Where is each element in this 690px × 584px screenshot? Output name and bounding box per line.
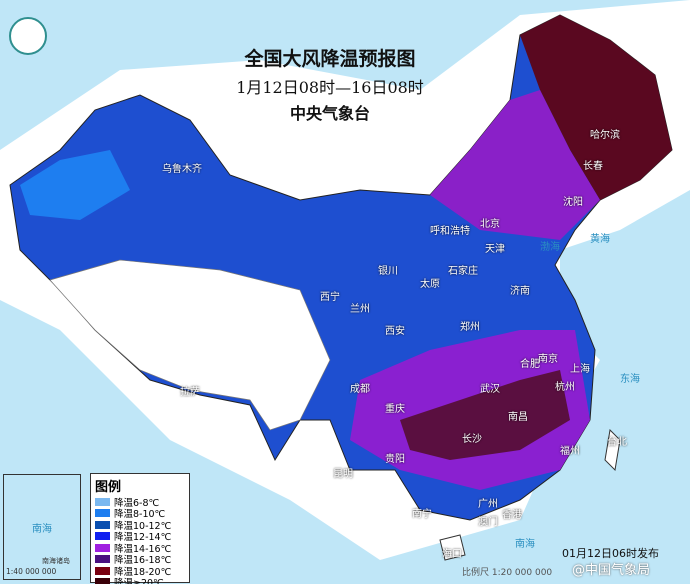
- city-label: 呼和浩特: [430, 226, 470, 237]
- city-label: 贵阳: [385, 454, 405, 465]
- legend: 图例 降温6-8℃ 降温8-10℃ 降温10-12℃ 降温12-14℃ 降温14-16℃…: [90, 473, 190, 584]
- legend-swatch: [95, 543, 110, 552]
- city-label: 海口: [442, 549, 462, 560]
- map-scale: 比例尺 1:20 000 000: [462, 568, 553, 578]
- inset-islands-label: 南海诸岛: [42, 557, 70, 565]
- tibet-area: [49, 259, 331, 431]
- legend-label: 降温10-12℃: [114, 520, 172, 532]
- city-label: 沈阳: [563, 197, 583, 208]
- city-label: 广州: [478, 499, 498, 510]
- north-purple: [430, 90, 600, 240]
- map-title: 全国大风降温预报图: [244, 48, 416, 70]
- sea-label: 南海: [515, 539, 535, 550]
- city-label: 长沙: [462, 434, 482, 445]
- legend-item: 降温6-8℃: [95, 496, 189, 509]
- legend-swatch: [95, 497, 110, 506]
- legend-item: 降温≥20℃: [95, 577, 189, 584]
- legend-label: 降温8-10℃: [114, 509, 166, 521]
- city-label: 长春: [583, 161, 603, 172]
- legend-item: 降温8-10℃: [95, 508, 189, 520]
- inset-scale: 1:40 000 000: [6, 567, 57, 576]
- city-label: 南昌: [508, 412, 528, 423]
- hainan: [439, 534, 466, 561]
- city-label: 乌鲁木齐: [162, 164, 202, 175]
- city-label: 西宁: [320, 292, 340, 303]
- forecast-period: 1月12日08时—16日08时: [236, 78, 424, 97]
- issuer: 中央气象台: [289, 104, 370, 123]
- city-label: 合肥: [520, 359, 540, 370]
- legend-label: 降温18-20℃: [114, 566, 172, 578]
- legend-label: 降温≥20℃: [114, 578, 164, 584]
- city-label: 武汉: [480, 384, 500, 395]
- xinjiang-light: [20, 150, 130, 220]
- city-label: 郑州: [460, 322, 480, 333]
- city-label: 哈尔滨: [590, 130, 620, 141]
- legend-swatch: [95, 578, 110, 584]
- inset-sea-label: 南海: [32, 524, 52, 535]
- south-dark-core: [400, 370, 570, 460]
- city-label: 杭州: [555, 382, 575, 393]
- city-label: 香港: [502, 510, 522, 521]
- taiwan: [604, 428, 621, 472]
- sea-label: 黄海: [590, 234, 610, 245]
- city-label: 兰州: [350, 304, 370, 315]
- legend-label: 降温16-18℃: [114, 555, 172, 567]
- legend-item: 降温10-12℃: [95, 519, 189, 532]
- city-label: 拉萨: [180, 387, 200, 398]
- legend-item: 降温18-20℃: [95, 565, 189, 578]
- city-label: 澳门: [478, 517, 498, 528]
- northeast-cold-core: [520, 15, 672, 200]
- sea-label: 渤海: [540, 242, 560, 253]
- city-label: 南京: [538, 354, 558, 365]
- legend-swatch: [95, 555, 110, 564]
- legend-item: 降温14-16℃: [95, 542, 189, 555]
- legend-item: 降温12-14℃: [95, 531, 189, 543]
- legend-swatch: [95, 520, 110, 529]
- south-china-sea-inset: 南海 南海诸岛 1:40 000 000: [3, 474, 81, 580]
- city-label: 昆明: [333, 469, 353, 480]
- city-label: 石家庄: [448, 266, 478, 277]
- legend-swatch: [95, 532, 110, 541]
- legend-label: 降温6-8℃: [114, 497, 160, 509]
- city-label: 西安: [385, 326, 405, 337]
- city-label: 济南: [510, 286, 530, 297]
- city-label: 上海: [570, 364, 590, 375]
- city-label: 成都: [350, 384, 370, 395]
- legend-item: 降温16-18℃: [95, 554, 189, 566]
- publish-time: 01月12日06时发布: [562, 547, 659, 560]
- sea-label: 东海: [620, 374, 640, 385]
- legend-swatch: [95, 566, 110, 575]
- city-label: 太原: [420, 279, 440, 290]
- city-label: 南宁: [412, 509, 432, 520]
- legend-label: 降温14-16℃: [114, 543, 172, 555]
- legend-title: 图例: [95, 480, 122, 495]
- city-label: 天津: [485, 244, 505, 255]
- legend-label: 降温12-14℃: [114, 532, 172, 544]
- legend-swatch: [95, 509, 110, 518]
- city-label: 台北: [607, 437, 627, 448]
- city-label: 北京: [480, 219, 500, 230]
- city-label: 重庆: [385, 404, 405, 415]
- watermark: @中国气象局: [572, 563, 651, 578]
- city-label: 银川: [378, 266, 398, 277]
- cma-logo: [9, 17, 47, 55]
- city-label: 福州: [560, 446, 580, 457]
